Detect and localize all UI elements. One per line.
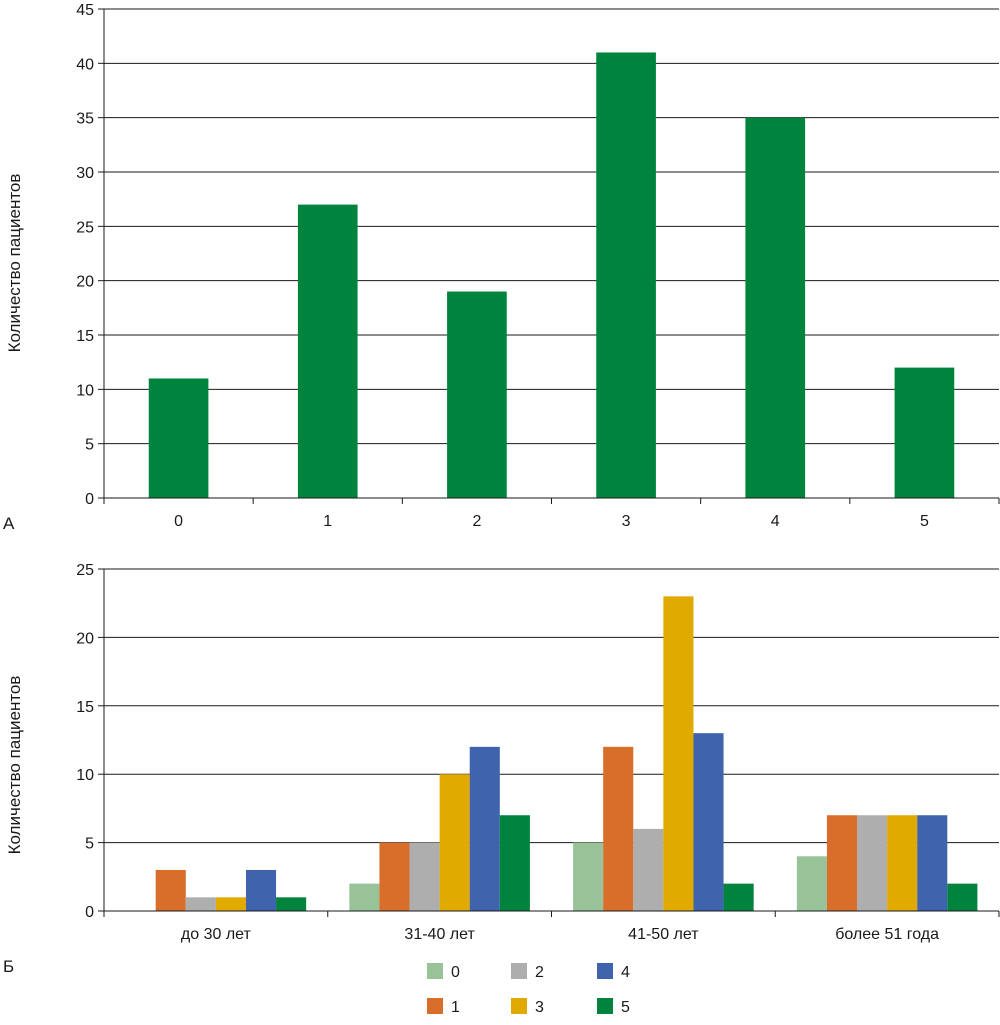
bar-series-0 bbox=[573, 842, 604, 911]
x-tick-label: 4 bbox=[771, 513, 780, 530]
bar-series-2 bbox=[633, 828, 664, 911]
bar-series-2 bbox=[857, 815, 888, 911]
y-tick-label: 40 bbox=[76, 56, 94, 73]
y-tick-label: 10 bbox=[76, 382, 94, 399]
bar-series-4 bbox=[693, 733, 724, 911]
bar-series-5 bbox=[499, 815, 530, 911]
axes bbox=[98, 8, 1000, 504]
bar-series-4 bbox=[469, 746, 500, 911]
y-tick-label: 5 bbox=[85, 836, 94, 853]
y-tick-label: 20 bbox=[76, 630, 94, 647]
panel-label: А bbox=[3, 514, 15, 533]
bar-series-2 bbox=[409, 842, 440, 911]
bar-series-1 bbox=[155, 869, 186, 911]
legend-item: 1 bbox=[427, 998, 460, 1016]
y-tick-label: 0 bbox=[85, 491, 94, 508]
bar-series-3 bbox=[215, 897, 246, 911]
legend-item: 5 bbox=[597, 998, 630, 1016]
x-tick-label: 31-40 лет bbox=[404, 926, 475, 943]
y-tick-label: 5 bbox=[85, 437, 94, 454]
bar-series-4 bbox=[917, 815, 948, 911]
legend-swatch bbox=[597, 963, 613, 979]
y-tick-label: 10 bbox=[76, 767, 94, 784]
grid-lines bbox=[104, 568, 999, 844]
legend-swatch bbox=[427, 963, 443, 979]
bar-series-2 bbox=[185, 897, 216, 911]
x-tick-labels: до 30 лет 31-40 лет 41-50 лет более 51 года bbox=[181, 926, 939, 943]
bars bbox=[148, 52, 955, 499]
legend-swatch bbox=[511, 998, 527, 1014]
bar-series-1 bbox=[603, 746, 634, 911]
legend-item: 0 bbox=[427, 963, 460, 981]
y-tick-label: 35 bbox=[76, 111, 94, 128]
bar-5 bbox=[894, 367, 955, 498]
bar-series-0 bbox=[796, 856, 827, 911]
bar-series-3 bbox=[439, 774, 470, 911]
legend-swatch bbox=[427, 998, 443, 1014]
x-tick-label: более 51 года bbox=[835, 926, 939, 943]
bar-4 bbox=[745, 117, 806, 499]
legend-swatch bbox=[511, 963, 527, 979]
x-tick-label: 5 bbox=[920, 513, 929, 530]
legend-swatch bbox=[597, 998, 613, 1014]
legend-label: 1 bbox=[451, 999, 460, 1016]
x-tick-label: 3 bbox=[622, 513, 631, 530]
y-tick-label: 20 bbox=[76, 274, 94, 291]
axes bbox=[98, 568, 1000, 917]
y-tick-label: 25 bbox=[76, 562, 94, 579]
legend-item: 4 bbox=[597, 963, 630, 981]
y-tick-label: 45 bbox=[76, 2, 94, 19]
bars bbox=[155, 596, 978, 911]
y-tick-labels: 0 5 10 15 20 25 bbox=[76, 562, 94, 921]
bar-series-3 bbox=[887, 815, 918, 911]
y-tick-label: 15 bbox=[76, 699, 94, 716]
y-tick-label: 0 bbox=[85, 904, 94, 921]
legend-item: 2 bbox=[511, 963, 544, 981]
bar-2 bbox=[447, 291, 507, 498]
legend-label: 4 bbox=[621, 964, 630, 981]
legend: 0 1 2 3 4 5 bbox=[427, 963, 630, 1016]
bar-series-0 bbox=[349, 883, 380, 911]
legend-label: 2 bbox=[535, 964, 544, 981]
bar-series-4 bbox=[245, 869, 277, 911]
x-tick-label: 0 bbox=[174, 513, 183, 530]
x-tick-label: до 30 лет bbox=[181, 926, 252, 943]
x-tick-label: 41-50 лет bbox=[628, 926, 699, 943]
bar-series-1 bbox=[379, 842, 410, 911]
bar-0 bbox=[148, 378, 209, 498]
bar-series-3 bbox=[663, 596, 694, 911]
panel-label: Б bbox=[3, 957, 14, 976]
grid-lines bbox=[104, 8, 999, 445]
y-tick-label: 25 bbox=[76, 219, 94, 236]
legend-label: 5 bbox=[621, 999, 630, 1016]
bar-3 bbox=[596, 52, 656, 498]
x-tick-label: 1 bbox=[323, 513, 332, 530]
y-tick-labels: 0 5 10 15 20 25 30 35 40 45 bbox=[76, 2, 94, 508]
legend-item: 3 bbox=[511, 998, 544, 1016]
legend-label: 3 bbox=[535, 999, 544, 1016]
x-tick-label: 2 bbox=[472, 513, 481, 530]
bar-series-5 bbox=[723, 883, 754, 911]
legend-label: 0 bbox=[451, 964, 460, 981]
bar-series-5 bbox=[947, 883, 978, 911]
x-tick-labels: 0 1 2 3 4 5 bbox=[174, 513, 929, 530]
y-tick-label: 30 bbox=[76, 165, 94, 182]
y-tick-label: 15 bbox=[76, 328, 94, 345]
bar-series-1 bbox=[826, 815, 858, 911]
y-axis-title: Количество пациентов bbox=[5, 676, 24, 855]
bar-1 bbox=[297, 204, 358, 498]
bar-series-5 bbox=[276, 897, 307, 911]
y-axis-title: Количество пациентов bbox=[5, 174, 24, 353]
